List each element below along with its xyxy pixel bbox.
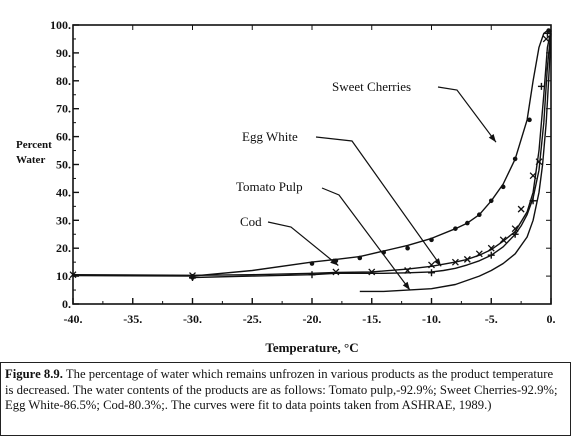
egg-white-point [535,158,543,166]
sweet-cherries-point [405,245,410,251]
tomato-pulp-point [537,82,545,90]
cod-annotation-label: Cod [240,214,262,229]
cod-arrowhead [330,258,339,266]
egg-white-point [428,261,435,269]
tomato-pulp-annotation-label: Tomato Pulp [236,179,303,194]
tomato-pulp-leader-line [321,187,411,291]
x-tick-label: -25. [243,312,262,326]
tomato-pulp-arrowhead [402,281,410,291]
egg-white-point [517,205,525,213]
y-tick-label: 50. [56,158,71,172]
egg-white-point-stroke [517,205,525,213]
y-axis-label-line-1: Percent [16,139,52,151]
egg-white-point [529,172,537,180]
caption-text: The percentage of water which remains un… [5,367,558,412]
egg-white-point-stroke [535,158,543,166]
sweet-cherries-arrowhead [488,134,496,143]
egg-white-point-stroke [463,255,471,263]
tomato-pulp-point [428,269,435,277]
x-tick-label: -40. [64,312,83,326]
egg-white-point [499,236,507,244]
egg-white-point [69,271,77,279]
y-tick-label: 100. [50,18,71,32]
egg-white-point [487,244,495,252]
egg-white-point [542,35,550,43]
x-tick-label: 0. [547,312,556,326]
sweet-cherries-point [488,198,494,204]
egg-white-point-stroke [428,261,435,269]
y-tick-label: 10. [56,269,71,283]
sweet-cherries-point [429,237,434,243]
egg-white-point-stroke [475,250,483,258]
tomato-pulp-point [543,29,551,37]
series-layer [69,28,552,293]
egg-white-point-stroke [69,271,77,279]
tomato-pulp-point [529,197,537,205]
figure-caption: Figure 8.9. The percentage of water whic… [0,362,571,436]
cod-leader-line [267,221,339,266]
egg-white-point [451,258,459,266]
tomato-pulp-point [511,230,519,238]
egg-white-annotation-label: Egg White [242,129,298,144]
egg-white-leader-line [315,136,442,267]
y-tick-label: 70. [56,102,71,116]
egg-white-point-stroke [451,258,459,266]
egg-white-arrowhead [434,258,442,267]
egg-white-point-stroke [487,244,495,252]
y-tick-label: 60. [56,130,71,144]
sweet-cherries-point [453,226,458,231]
x-tick-label: -30. [183,312,202,326]
egg-white-point-stroke [499,236,507,244]
y-tick-label: 30. [56,213,71,227]
x-tick-label: -5. [485,312,498,326]
x-tick-label: -20. [303,312,322,326]
sweet-cherries-point [465,220,470,226]
egg-white-point [463,255,471,263]
y-tick-label: 40. [56,185,71,199]
egg-white-point-stroke [529,172,537,180]
x-tick-label: -10. [422,312,441,326]
y-tick-label: 0. [62,297,71,311]
tomato-pulp-point [308,271,316,279]
sweet-cherries-annotation-label: Sweet Cherries [332,79,411,94]
x-axis-label: Temperature, °C [265,340,358,355]
figure-label: Figure 8.9. [5,367,63,381]
x-tick-label: -35. [123,312,142,326]
x-tick-label: -15. [362,312,381,326]
sweet-cherries-point [357,255,363,261]
sweet-cherries-point [309,261,315,266]
y-tick-label: 80. [56,74,71,88]
tomato-pulp-point [189,273,196,281]
annotation-layer: Sweet Cherries Egg White Tomato Pulp Cod [236,79,497,291]
axes-layer: 0. 10. 20. 30. 40. 50. 60. 70. 80. 90. 100. -40. -35… [50,18,556,326]
sweet-cherries-point [500,184,506,190]
tomato-pulp-point [487,251,495,259]
tomato-pulp-line [192,30,552,279]
egg-white-point-stroke [511,225,519,233]
y-tick-label: 20. [56,241,71,255]
sweet-cherries-line [72,29,551,277]
y-axis-label-line-2: Water [16,154,45,166]
y-tick-label: 90. [56,46,71,60]
egg-white-point [475,250,483,258]
egg-white-point-stroke [542,35,550,43]
sweet-cherries-point [512,156,518,162]
sweet-cherries-point [527,117,532,123]
egg-white-line [72,30,552,276]
cod-line [359,33,552,293]
sweet-cherries-leader-line [437,86,497,143]
sweet-cherries-point [477,212,482,218]
